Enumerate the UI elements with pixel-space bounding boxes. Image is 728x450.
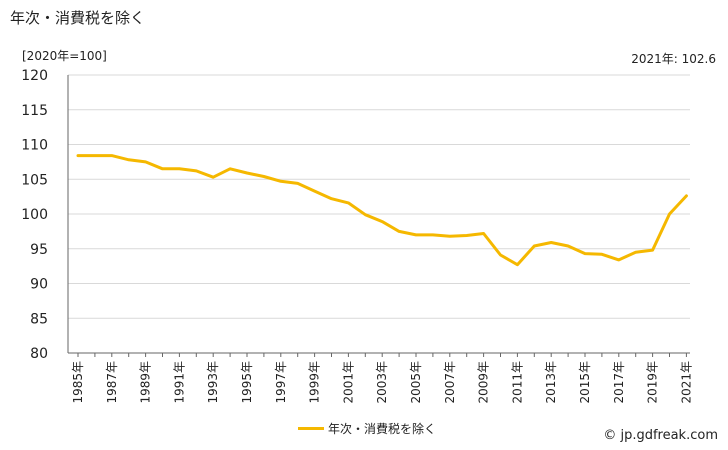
y-axis-tick-labels: 80 85 90 95 100 105 110 115 120 bbox=[21, 68, 48, 362]
x-tick-label: 1991年 bbox=[172, 361, 186, 404]
axes bbox=[67, 75, 690, 357]
chart-title: 年次・消費税を除く bbox=[10, 9, 146, 27]
x-tick-label: 2013年 bbox=[544, 361, 558, 404]
series-line bbox=[76, 154, 688, 267]
y-tick-label: 115 bbox=[21, 103, 48, 119]
x-tick-label: 1989年 bbox=[139, 361, 153, 404]
legend: 年次・消費税を除く bbox=[298, 420, 436, 437]
y-tick-label: 80 bbox=[30, 346, 48, 362]
y-tick-label: 95 bbox=[30, 242, 48, 258]
y-tick-label: 105 bbox=[21, 172, 48, 188]
y-tick-label: 110 bbox=[21, 138, 48, 154]
x-tick-label: 2003年 bbox=[375, 361, 389, 404]
y-tick-label: 100 bbox=[21, 207, 48, 223]
legend-label: 年次・消費税を除く bbox=[328, 422, 437, 436]
x-tick-label: 2007年 bbox=[443, 361, 457, 404]
legend-swatch bbox=[298, 427, 324, 430]
y-tick-label: 90 bbox=[30, 277, 48, 293]
x-tick-label: 2009年 bbox=[477, 361, 491, 404]
grid-lines bbox=[68, 74, 690, 319]
x-tick-label: 2021年 bbox=[679, 361, 693, 404]
x-tick-label: 2015年 bbox=[578, 361, 592, 404]
x-tick-label: 2001年 bbox=[341, 361, 355, 404]
x-tick-label: 2019年 bbox=[646, 361, 660, 404]
x-tick-label: 2005年 bbox=[409, 361, 423, 404]
x-tick-label: 1987年 bbox=[105, 361, 119, 404]
x-tick-label: 2017年 bbox=[612, 361, 626, 404]
unit-label: [2020年=100] bbox=[22, 49, 107, 63]
x-tick-label: 1985年 bbox=[71, 361, 85, 404]
series-group bbox=[76, 154, 688, 267]
x-axis-tick-labels: 1985年 1987年 1989年 1991年 1993年 1995年 1997年 1999年… bbox=[71, 361, 693, 404]
x-tick-label: 1995年 bbox=[240, 361, 254, 404]
x-tick-label: 1997年 bbox=[274, 361, 288, 404]
source-credit: © jp.gdfreak.com bbox=[603, 428, 718, 443]
y-tick-label: 120 bbox=[21, 68, 48, 84]
x-tick-label: 1993年 bbox=[206, 361, 220, 404]
x-tick-label: 1999年 bbox=[308, 361, 322, 404]
latest-value-label: 2021年: 102.6 bbox=[631, 52, 716, 66]
x-tick-label: 2011年 bbox=[510, 361, 524, 404]
y-tick-label: 85 bbox=[30, 311, 48, 327]
